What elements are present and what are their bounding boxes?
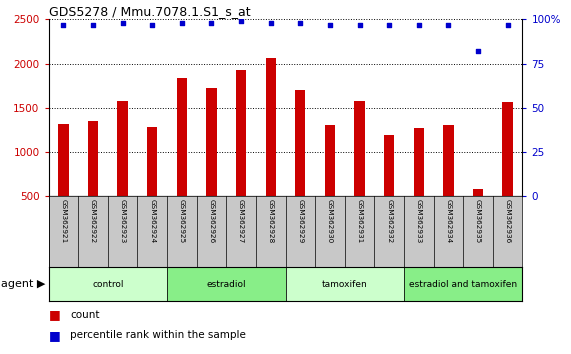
Bar [147, 127, 158, 241]
Bar [206, 88, 216, 241]
Bar [502, 102, 513, 241]
Bar [404, 267, 522, 301]
Bar [325, 125, 335, 241]
Bar [295, 90, 305, 241]
Text: GSM362922: GSM362922 [90, 199, 96, 243]
Bar [118, 101, 128, 241]
Bar [266, 57, 276, 241]
Point [148, 22, 157, 28]
Text: GSM362925: GSM362925 [179, 199, 185, 243]
Point [473, 48, 482, 54]
Text: GSM362932: GSM362932 [386, 199, 392, 243]
Bar [236, 70, 246, 241]
Text: GSM362931: GSM362931 [356, 199, 363, 243]
Text: GSM362928: GSM362928 [268, 199, 274, 243]
Text: GSM362923: GSM362923 [119, 199, 126, 243]
Point [207, 20, 216, 26]
Text: tamoxifen: tamoxifen [322, 280, 368, 289]
Bar [413, 128, 424, 241]
Point [385, 22, 394, 28]
Text: GSM362935: GSM362935 [475, 199, 481, 243]
Point [59, 22, 68, 28]
Text: GSM362927: GSM362927 [238, 199, 244, 243]
Bar [355, 101, 365, 241]
Bar [384, 135, 395, 241]
Text: agent ▶: agent ▶ [1, 279, 46, 289]
Text: percentile rank within the sample: percentile rank within the sample [70, 330, 246, 341]
Text: GDS5278 / Mmu.7078.1.S1_s_at: GDS5278 / Mmu.7078.1.S1_s_at [49, 5, 250, 18]
Bar [176, 78, 187, 241]
Bar [473, 189, 483, 241]
Point [355, 22, 364, 28]
Text: GSM362926: GSM362926 [208, 199, 215, 243]
Text: ■: ■ [49, 308, 61, 321]
Text: GSM362921: GSM362921 [61, 199, 66, 243]
Text: GSM362929: GSM362929 [297, 199, 303, 243]
Bar [286, 267, 404, 301]
Point [414, 22, 423, 28]
Bar [167, 267, 286, 301]
Point [236, 18, 246, 24]
Text: GSM362936: GSM362936 [505, 199, 510, 243]
Text: count: count [70, 310, 100, 320]
Bar [58, 124, 69, 241]
Point [325, 22, 335, 28]
Text: estradiol and tamoxifen: estradiol and tamoxifen [409, 280, 517, 289]
Text: estradiol: estradiol [207, 280, 246, 289]
Text: control: control [92, 280, 123, 289]
Bar [49, 267, 167, 301]
Point [296, 20, 305, 26]
Point [266, 20, 275, 26]
Text: GSM362930: GSM362930 [327, 199, 333, 243]
Bar [88, 121, 98, 241]
Point [444, 22, 453, 28]
Point [118, 20, 127, 26]
Bar [443, 125, 453, 241]
Text: GSM362933: GSM362933 [416, 199, 422, 243]
Point [177, 20, 186, 26]
Text: ■: ■ [49, 329, 61, 342]
Text: GSM362924: GSM362924 [149, 199, 155, 243]
Point [89, 22, 98, 28]
Text: GSM362934: GSM362934 [445, 199, 452, 243]
Point [503, 22, 512, 28]
